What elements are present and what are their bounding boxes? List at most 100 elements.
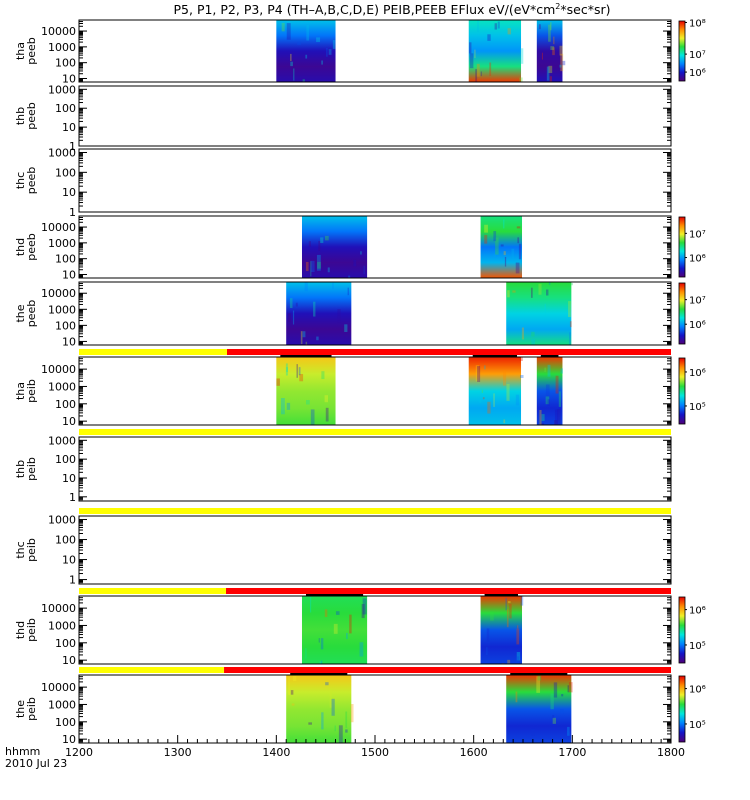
spectrogram-texture [554,420,558,425]
spectrogram-texture [521,327,525,340]
x-tick-label: 1200 [65,746,93,759]
spectrogram-texture [299,373,304,382]
y-tick-label: 10 [62,335,76,348]
spectrogram-texture [500,244,504,247]
spectrogram-texture [325,47,328,57]
spectrogram-texture [531,339,535,345]
spectrogram-texture [560,53,564,72]
y-tick-label: 100 [55,716,76,729]
colorbar-label: 10⁵ [689,720,706,731]
spectrogram-texture [305,648,307,659]
spectrogram-texture [353,259,357,267]
spectrogram-texture [479,399,482,404]
spectrogram-texture [285,363,288,376]
spectrogram-texture [490,611,494,621]
spectrogram-texture [558,391,562,407]
spectrogram-texture [506,608,509,628]
panel-label-product: peeb [25,102,38,130]
spectrogram-texture [538,24,541,30]
spectrogram-texture [505,597,507,611]
panel-frame [78,281,672,346]
spectrogram-texture [552,717,556,724]
spectrogram-texture [562,60,566,66]
spectrogram-texture [317,261,321,269]
spectrogram-texture [559,64,562,68]
spectrogram-texture [475,365,480,382]
quality-bar-red [226,588,671,594]
spectrogram-texture [552,715,555,719]
y-tick-label: 10 [62,554,76,567]
panel-thbpeib: 1 10 100 1000 thbpeib [14,429,672,504]
spectrogram-texture [536,676,541,693]
spectrogram-texture [477,366,481,382]
spectrogram-texture [475,69,478,82]
spectrogram-texture [568,301,572,318]
colorbar [678,357,686,425]
spectrogram-texture [567,685,570,693]
panel-frame [78,515,672,585]
x-tick-label: 1700 [558,746,586,759]
colorbar [678,675,686,743]
spectrogram-texture [289,298,293,308]
y-tick-label: 1 [69,140,76,153]
y-tick-label: 100 [55,398,76,411]
spectrogram-texture [359,642,364,657]
spectrogram-texture [539,409,542,425]
panel-label: thapeib [14,379,38,403]
spectrogram-texture [502,370,507,386]
spectrogram-texture [305,54,308,59]
spectrogram-texture [531,728,535,736]
spectrogram-texture [516,625,519,629]
y-tick-label: 10 [62,472,76,485]
spectrogram-texture [332,40,336,49]
spectrogram-block [536,357,563,425]
spectrogram-texture [293,68,295,81]
spectrogram-block [276,20,336,82]
colorbar [678,282,686,345]
spectrogram-texture [280,398,285,415]
spectrogram-texture [507,290,510,298]
spectrogram-texture [350,704,354,723]
spectrogram-texture [486,628,490,642]
panel-label: thepeeb [14,300,38,328]
spectrogram-texture [310,261,312,277]
panel-thcpeeb: 1 10 100 1000 thcpeeb [14,146,672,219]
spectrogram-texture [545,396,550,405]
panel-label-product: peeb [25,37,38,65]
spectrogram-texture [541,52,544,60]
spectrogram-texture [515,262,520,274]
spectrogram-block [536,20,563,82]
spectrogram-texture [288,677,290,695]
spectrogram-texture [484,234,488,244]
spectrogram-texture [347,287,349,296]
spectrogram-texture [554,409,559,425]
spectrogram-texture [516,651,521,661]
panel-label: thepeib [14,697,38,721]
spectrogram-texture [325,682,329,686]
spectrogram-texture [515,394,520,406]
spectrogram-texture [329,689,332,708]
panel-label: thbpeib [14,457,38,481]
y-tick-label: 1000 [48,698,76,711]
spectrogram-texture [305,261,309,272]
spectrogram-texture [349,614,352,634]
spectrogram-texture [486,647,488,656]
y-tick-label: 1000 [48,146,76,159]
spectrogram-texture [281,22,285,32]
spectrogram-texture [515,691,518,703]
spectrogram-texture [310,409,315,425]
y-tick-label: 1000 [48,619,76,632]
spectrogram-block [286,675,352,743]
spectrogram-texture [474,49,476,59]
x-tick-label: 1600 [460,746,488,759]
spectrogram-texture [469,42,472,54]
panel-frame [78,356,672,426]
y-tick-label: 10000 [41,681,76,694]
panel-label: thdpeib [14,618,38,642]
quality-bar-yellow [79,508,671,514]
colorbar [678,20,686,82]
spectrogram-texture [507,601,511,604]
quality-bar-yellow [79,588,227,594]
